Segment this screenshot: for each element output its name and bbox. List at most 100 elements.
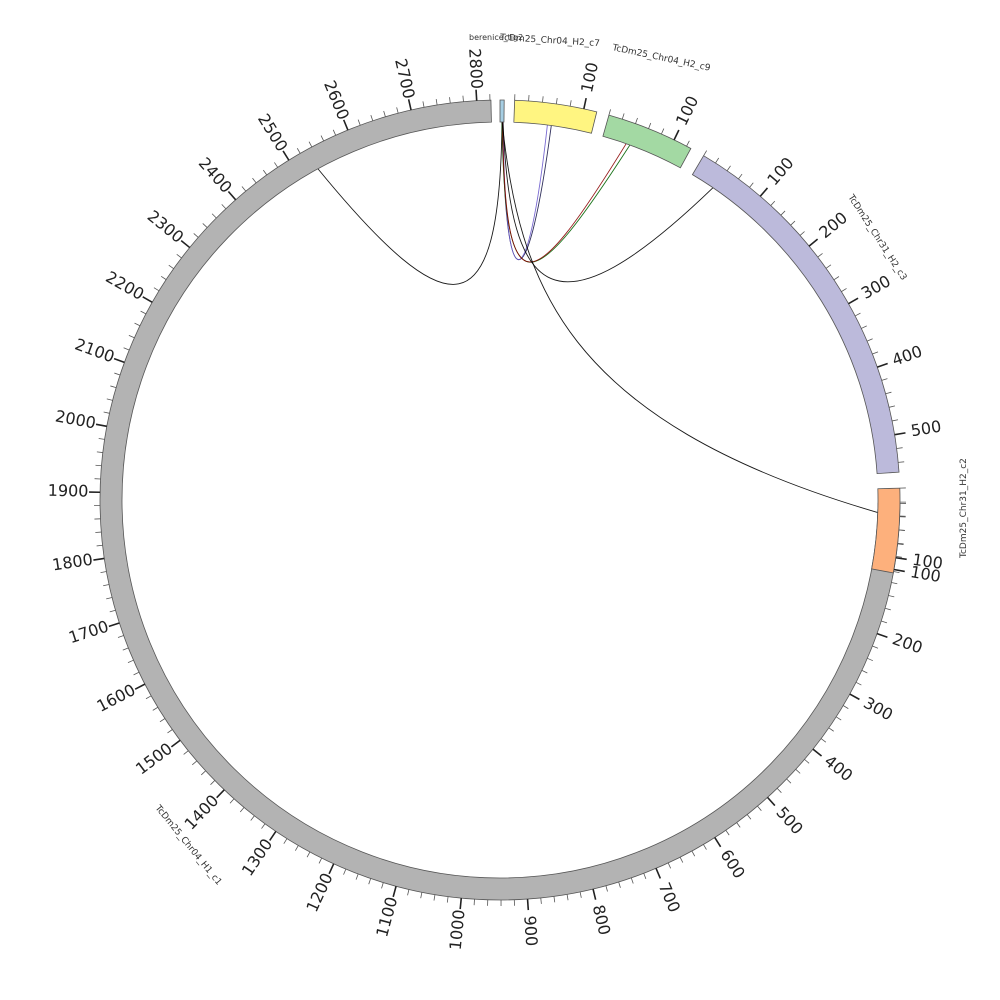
major-tick <box>108 622 120 628</box>
minor-tick <box>804 759 810 764</box>
minor-tick <box>167 729 173 734</box>
minor-tick <box>433 894 436 901</box>
major-tick <box>812 748 823 757</box>
ticks-layer: 1002003004005006007008009001000110012001… <box>48 48 945 951</box>
minor-tick <box>343 868 347 875</box>
minor-tick <box>96 451 103 453</box>
tick-label: 1000 <box>446 909 469 951</box>
tick-label: 700 <box>655 880 684 916</box>
minor-tick <box>383 110 386 117</box>
minor-tick <box>736 822 741 828</box>
minor-tick <box>799 231 805 236</box>
tick-label: 400 <box>821 751 857 785</box>
labels-layer: TcDm25_Chr04_H1_c1berenice_tig2TcDm25_Ch… <box>152 33 969 888</box>
minor-tick <box>103 584 110 587</box>
major-tick <box>894 432 906 436</box>
minor-tick <box>892 419 899 422</box>
minor-tick <box>825 264 832 269</box>
tick-label: 1800 <box>51 550 94 575</box>
minor-tick <box>898 461 905 463</box>
minor-tick <box>686 140 690 147</box>
minor-tick <box>881 620 888 624</box>
minor-tick <box>618 881 621 888</box>
minor-tick <box>128 335 135 339</box>
tick-label: 1400 <box>181 791 223 834</box>
major-tick <box>142 296 153 303</box>
minor-tick <box>679 856 684 863</box>
major-tick <box>583 97 587 110</box>
segment-name-chr04_h2_c7: TcDm25_Chr04_H2_c7 <box>499 33 600 49</box>
major-tick <box>893 568 905 573</box>
minor-tick <box>897 542 904 545</box>
major-tick <box>180 239 191 249</box>
minor-tick <box>540 897 542 904</box>
major-tick <box>759 187 769 197</box>
minor-tick <box>770 200 776 206</box>
tick-label: 300 <box>860 693 896 724</box>
minor-tick <box>98 438 105 440</box>
minor-tick <box>715 157 720 164</box>
major-tick <box>526 898 530 911</box>
tick-label: 2000 <box>54 406 98 432</box>
major-tick <box>95 423 107 428</box>
minor-tick <box>145 695 152 700</box>
tick-label: 500 <box>909 417 942 441</box>
minor-tick <box>192 760 198 766</box>
minor-tick <box>555 97 558 105</box>
minor-tick <box>123 347 130 351</box>
minor-tick <box>746 814 752 820</box>
minor-tick <box>127 659 134 663</box>
segment-chr31_h2_c2 <box>871 487 901 574</box>
tick-label: 800 <box>589 903 615 937</box>
minor-tick <box>608 109 611 116</box>
minor-tick <box>200 770 206 776</box>
minor-tick <box>897 543 904 545</box>
segment-name-chr04_h2_c9: TcDm25_Chr04_H2_c9 <box>610 43 711 74</box>
major-tick <box>849 693 860 701</box>
segments-layer <box>99 99 901 901</box>
tick-label: 100 <box>577 60 602 94</box>
minor-tick <box>202 223 208 228</box>
tick-label: 2800 <box>465 48 486 90</box>
minor-tick <box>318 857 323 864</box>
minor-tick <box>100 571 107 573</box>
tick-label: 2100 <box>72 335 117 367</box>
segment-name-chr31_h2_c3: TcDm25_Chr31_H2_c3 <box>845 192 908 282</box>
minor-tick <box>122 647 129 651</box>
minor-tick <box>795 769 801 774</box>
minor-tick <box>462 95 464 102</box>
minor-tick <box>134 322 141 327</box>
tick-label: 1700 <box>66 617 111 648</box>
minor-tick <box>895 555 903 558</box>
major-tick <box>714 837 722 848</box>
minor-tick <box>320 135 325 142</box>
minor-tick <box>542 96 544 103</box>
minor-tick <box>691 850 696 857</box>
major-tick <box>876 632 888 639</box>
minor-tick <box>881 378 888 381</box>
minor-tick <box>884 607 891 611</box>
links-layer <box>317 121 878 513</box>
minor-tick <box>211 213 217 219</box>
minor-tick <box>110 385 117 389</box>
minor-tick <box>160 276 167 280</box>
link-berenice-to-chr04_h1_c1 <box>317 122 503 285</box>
minor-tick <box>355 873 359 880</box>
minor-tick <box>569 100 572 107</box>
minor-tick <box>820 738 827 743</box>
minor-tick <box>725 829 730 836</box>
minor-tick <box>648 122 652 129</box>
minor-tick <box>152 706 159 711</box>
minor-tick <box>193 233 199 238</box>
major-tick <box>848 297 859 305</box>
minor-tick <box>889 405 896 408</box>
tick-label: 1900 <box>48 481 89 501</box>
minor-tick <box>239 807 245 813</box>
minor-tick <box>867 657 874 662</box>
segment-name-chr31_h2_c2: TcDm25_Chr31_H2_c2 <box>959 458 969 559</box>
major-tick <box>282 150 290 161</box>
major-tick <box>475 89 478 101</box>
minor-tick <box>422 101 425 108</box>
minor-tick <box>159 718 166 723</box>
major-tick <box>655 867 662 879</box>
